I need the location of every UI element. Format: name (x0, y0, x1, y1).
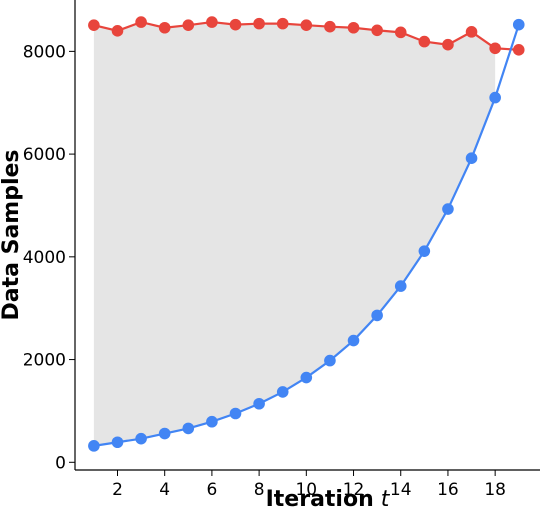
series-1-point (512, 44, 525, 56)
series-1-point (442, 38, 454, 51)
series-2-point (206, 415, 218, 428)
series-1-point (394, 26, 407, 39)
y-tick-label: 6000 (23, 145, 66, 165)
x-tick-label: 8 (254, 480, 265, 500)
series-2-point (253, 397, 265, 410)
series-2-point (371, 309, 383, 322)
series-1-point (465, 26, 478, 38)
x-tick-label: 16 (437, 480, 459, 500)
series-2-point (418, 245, 431, 257)
series-1-point (489, 42, 501, 55)
x-tick-label: 6 (206, 480, 217, 500)
series-2-point (442, 203, 454, 215)
shaded-gap-area (93, 22, 496, 446)
series-2-point (229, 407, 242, 420)
series-1-point (135, 16, 147, 28)
series-2-point (276, 386, 289, 398)
series-1-point (111, 25, 124, 37)
series-1-point (347, 21, 360, 34)
x-tick-label: 2 (112, 480, 123, 500)
series-1-point (158, 21, 171, 34)
series-1-point (253, 17, 265, 30)
x-tick-label: 4 (159, 480, 170, 500)
x-axis-variable: t (381, 487, 391, 512)
series-1-point (206, 16, 218, 28)
series-2-point (489, 91, 501, 104)
x-axis-label-text: Iteration (266, 487, 374, 512)
y-tick-label: 0 (55, 453, 66, 473)
series-1-point (276, 17, 289, 30)
y-axis-title: Data Samples (0, 149, 24, 320)
series-2-point (300, 371, 313, 384)
y-tick-label: 2000 (23, 351, 66, 371)
x-tick-label: 12 (343, 480, 365, 500)
series-1-point (418, 35, 431, 48)
series-2-point (394, 280, 407, 292)
y-tick-label: 8000 (23, 42, 66, 62)
series-2-point (324, 354, 336, 367)
x-tick-label: 18 (484, 480, 506, 500)
series-2-point (182, 422, 195, 435)
series-1-point (324, 20, 336, 33)
series-1-point (371, 24, 383, 37)
series-2-point (512, 18, 525, 31)
series-2-point (135, 432, 147, 445)
x-tick-label: 10 (295, 480, 317, 500)
series-2-point (88, 440, 100, 452)
x-tick-label: 14 (390, 480, 412, 500)
series-2-point (158, 427, 171, 440)
series-2-point (111, 436, 124, 449)
y-tick-label: 4000 (23, 248, 66, 268)
series-2-point (465, 152, 478, 165)
x-axis-title: Iteration t (266, 487, 391, 512)
series-1-point (88, 19, 100, 31)
series-2-point (347, 334, 360, 347)
series-1-point (229, 18, 242, 31)
series-1-point (182, 19, 195, 31)
series-1-point (300, 19, 313, 31)
